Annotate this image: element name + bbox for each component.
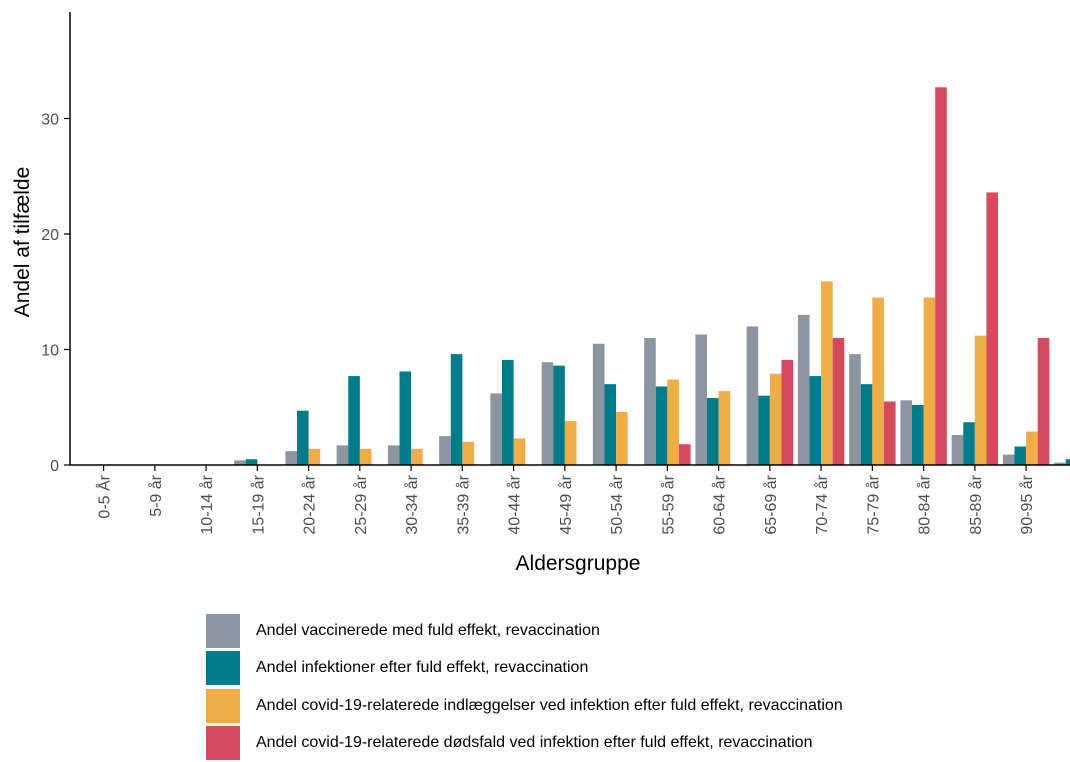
bar bbox=[679, 444, 691, 465]
bar bbox=[821, 281, 833, 465]
x-tick-label: 85-89 år bbox=[967, 474, 985, 534]
bar bbox=[912, 405, 924, 465]
bar bbox=[833, 338, 845, 465]
bar bbox=[924, 298, 936, 465]
legend-swatch bbox=[206, 614, 240, 648]
x-tick-label: 25-29 år bbox=[352, 474, 370, 534]
bar bbox=[900, 400, 912, 465]
bar bbox=[707, 398, 719, 465]
bar bbox=[872, 298, 884, 465]
bar bbox=[246, 459, 258, 465]
x-tick-label: 40-44 år bbox=[506, 474, 524, 534]
x-tick-label: 60-64 år bbox=[711, 474, 729, 534]
legend: Andel vaccinerede med fuld effekt, revac… bbox=[206, 612, 843, 762]
bar bbox=[884, 401, 896, 465]
legend-swatch bbox=[206, 689, 240, 723]
bar bbox=[502, 360, 514, 465]
bar bbox=[644, 338, 656, 465]
y-tick-label: 20 bbox=[41, 227, 59, 244]
x-tick-label: 45-49 år bbox=[557, 474, 575, 534]
bar bbox=[810, 376, 822, 465]
x-ticks-group: 0-5 År 5-9 år 10-14 år 15-19 år 20-24 år 25-2… bbox=[95, 465, 1070, 535]
bar bbox=[605, 384, 617, 465]
legend-label: Andel vaccinerede med fuld effekt, revac… bbox=[256, 622, 600, 640]
bar bbox=[490, 393, 502, 465]
x-tick-label: 15-19 år bbox=[249, 474, 267, 534]
bar bbox=[747, 326, 759, 465]
bar bbox=[1038, 338, 1050, 465]
bar bbox=[656, 386, 668, 465]
bars-group bbox=[234, 87, 1070, 465]
y-tick-label: 0 bbox=[50, 458, 59, 475]
bar bbox=[861, 384, 873, 465]
y-ticks-group: 0 10 20 30 bbox=[41, 112, 70, 476]
bar bbox=[849, 354, 861, 465]
bar bbox=[348, 376, 360, 465]
bar bbox=[388, 445, 400, 465]
bar bbox=[963, 422, 975, 465]
bar bbox=[798, 315, 810, 465]
bar bbox=[616, 412, 628, 465]
x-tick-label: 65-69 år bbox=[762, 474, 780, 534]
bar bbox=[593, 344, 605, 465]
bar bbox=[758, 396, 770, 465]
bar bbox=[565, 421, 577, 465]
legend-item: Andel covid-19-relaterede indlæggelser v… bbox=[206, 687, 843, 725]
legend-label: Andel covid-19-relaterede indlæggelser v… bbox=[256, 697, 843, 715]
x-tick-label: 70-74 år bbox=[813, 474, 831, 534]
x-tick-label: 75-79 år bbox=[864, 474, 882, 534]
x-tick-label: 50-54 år bbox=[608, 474, 626, 534]
bar bbox=[451, 354, 463, 465]
x-tick-label: 20-24 år bbox=[301, 474, 319, 534]
x-tick-label: 5-9 år bbox=[147, 474, 165, 516]
bar bbox=[935, 87, 947, 465]
legend-item: Andel infektioner efter fuld effekt, rev… bbox=[206, 650, 843, 688]
bar bbox=[695, 334, 707, 465]
x-tick-label: 35-39 år bbox=[454, 474, 472, 534]
bar bbox=[462, 442, 474, 465]
y-tick-label: 30 bbox=[41, 112, 59, 129]
bar bbox=[360, 449, 372, 465]
legend-item: Andel covid-19-relaterede dødsfald ved i… bbox=[206, 725, 843, 762]
bar bbox=[285, 451, 297, 465]
legend-label: Andel covid-19-relaterede dødsfald ved i… bbox=[256, 734, 812, 752]
bar bbox=[1015, 447, 1027, 465]
x-tick-label: 90-95 år bbox=[1018, 474, 1036, 534]
x-tick-label: 55-59 år bbox=[659, 474, 677, 534]
x-tick-label: 30-34 år bbox=[403, 474, 421, 534]
x-axis-label: Aldersgruppe bbox=[516, 552, 641, 575]
bar bbox=[975, 336, 987, 465]
bar bbox=[337, 445, 349, 465]
x-tick-label: 10-14 år bbox=[198, 474, 216, 534]
bar bbox=[411, 449, 423, 465]
bar bbox=[781, 360, 793, 465]
bar bbox=[514, 438, 526, 465]
y-tick-label: 10 bbox=[41, 343, 59, 360]
bar bbox=[1003, 455, 1015, 465]
x-tick-label: 0-5 År bbox=[95, 474, 114, 518]
bar bbox=[297, 411, 309, 465]
y-axis-label: Andel af tilfælde bbox=[11, 167, 34, 318]
bar bbox=[952, 435, 964, 465]
bar bbox=[719, 391, 731, 465]
bar bbox=[400, 371, 412, 465]
bar-chart: 0 10 20 30 0-5 År 5-9 år 10-14 år 15-19 år 20-2… bbox=[0, 0, 1070, 600]
legend-item: Andel vaccinerede med fuld effekt, revac… bbox=[206, 612, 843, 650]
bar bbox=[542, 362, 554, 465]
bar bbox=[667, 380, 679, 465]
bar bbox=[986, 192, 998, 465]
x-tick-label: 80-84 år bbox=[916, 474, 934, 534]
bar bbox=[553, 366, 565, 465]
bar bbox=[309, 449, 321, 465]
bar bbox=[770, 374, 782, 465]
bar bbox=[1026, 432, 1038, 466]
legend-swatch bbox=[206, 726, 240, 760]
bar bbox=[1066, 459, 1070, 465]
legend-label: Andel infektioner efter fuld effekt, rev… bbox=[256, 659, 588, 677]
bar bbox=[439, 436, 451, 465]
legend-swatch bbox=[206, 651, 240, 685]
